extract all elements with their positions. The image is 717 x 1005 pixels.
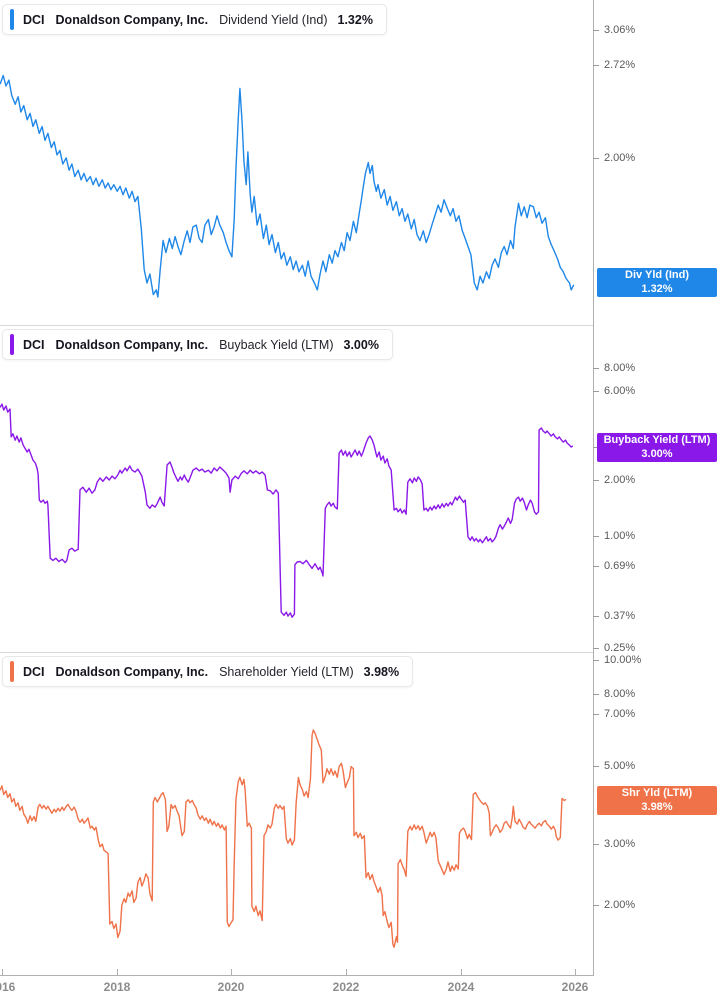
y-axis-tick-label: 8.00%	[604, 688, 636, 700]
badge-value: 1.32%	[641, 282, 673, 295]
ticker-symbol: DCI	[23, 664, 45, 679]
x-axis-year-label: 2020	[217, 980, 245, 994]
last-value-badge-shareholder-yield: Shr Yld (LTM) 3.98%	[597, 786, 717, 815]
last-value-badge-buyback-yield: Buyback Yield (LTM) 3.00%	[597, 433, 717, 462]
y-axis-tick-label: 10.00%	[604, 654, 642, 666]
metric-name: Dividend Yield (Ind)	[219, 12, 328, 27]
x-axis-year-label: 2018	[103, 980, 131, 994]
badge-label: Div Yld (Ind)	[625, 269, 689, 281]
last-value-badge-div-yield: Div Yld (Ind) 1.32%	[597, 268, 717, 297]
y-axis-tick-label: 3.00%	[604, 838, 636, 850]
y-axis-tick-label: 2.72%	[604, 59, 636, 71]
company-name: Donaldson Company, Inc.	[55, 664, 209, 679]
badge-label: Shr Yld (LTM)	[621, 787, 693, 799]
series-color-bar	[10, 661, 14, 682]
y-axis-tick-label: 2.00%	[604, 474, 636, 486]
header-dividend-yield[interactable]: DCI Donaldson Company, Inc. Dividend Yie…	[2, 4, 387, 35]
ticker-symbol: DCI	[23, 12, 45, 27]
header-buyback-yield[interactable]: DCI Donaldson Company, Inc. Buyback Yiel…	[2, 329, 393, 360]
shareholder-yield-line-series	[0, 729, 567, 948]
y-axis-tick-label: 7.00%	[604, 708, 636, 720]
dividend-yield-line-series	[0, 74, 575, 298]
y-axis-tick-label: 0.25%	[604, 642, 636, 654]
badge-label: Buyback Yield (LTM)	[603, 434, 711, 446]
metric-value: 1.32%	[337, 12, 373, 27]
y-axis-tick-label: 0.69%	[604, 560, 636, 572]
series-color-bar	[10, 334, 14, 355]
y-axis-tick-label: 2.00%	[604, 899, 636, 911]
x-axis-year-label: 2022	[332, 980, 360, 994]
y-axis-tick-label: 1.00%	[604, 530, 636, 542]
y-axis-tick-label: 3.06%	[604, 24, 636, 36]
x-axis-year-label: 2016	[0, 980, 16, 994]
badge-value: 3.98%	[641, 800, 673, 813]
y-axis-tick-label: 0.37%	[604, 610, 636, 622]
badge-value: 3.00%	[641, 447, 673, 460]
y-axis-tick-label: 6.00%	[604, 385, 636, 397]
header-shareholder-yield[interactable]: DCI Donaldson Company, Inc. Shareholder …	[2, 656, 414, 687]
metric-value: 3.00%	[343, 337, 379, 352]
y-axis-tick-label: 8.00%	[604, 362, 636, 374]
metric-name: Shareholder Yield (LTM)	[219, 664, 354, 679]
y-axis-tick-label: 5.00%	[604, 760, 636, 772]
x-axis-year-label: 2026	[561, 980, 589, 994]
y-axis-tick-label: 2.00%	[604, 152, 636, 164]
buyback-yield-line-series	[0, 403, 574, 618]
metric-name: Buyback Yield (LTM)	[219, 337, 334, 352]
metric-value: 3.98%	[363, 664, 400, 679]
series-color-bar	[10, 9, 14, 30]
ticker-symbol: DCI	[23, 337, 45, 352]
company-name: Donaldson Company, Inc.	[55, 337, 209, 352]
x-axis-year-label: 2024	[447, 980, 475, 994]
company-name: Donaldson Company, Inc.	[55, 12, 209, 27]
